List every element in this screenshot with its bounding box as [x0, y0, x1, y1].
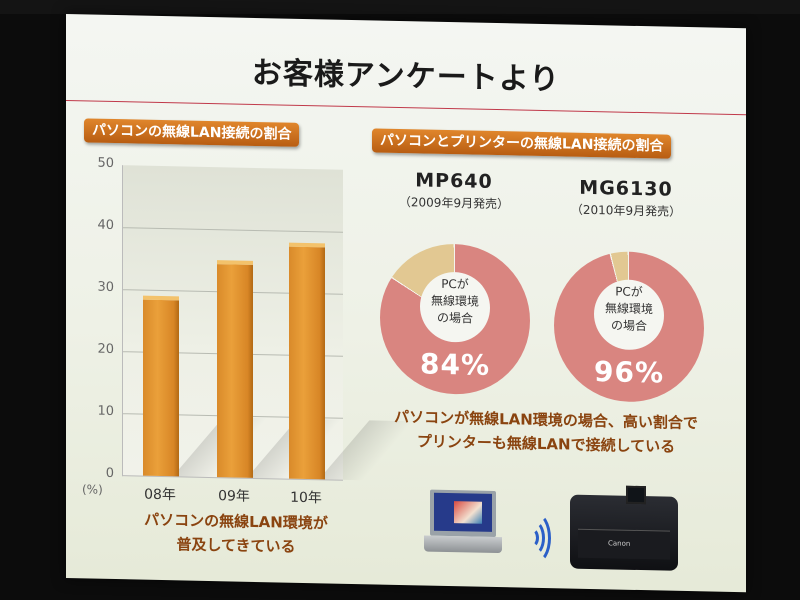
x-label-10: 10年 [290, 489, 322, 507]
donut-chart-mp640: PCが 無線環境 の場合 84% [380, 242, 530, 396]
y-axis-unit: (%) [82, 482, 103, 497]
y-tick-10: 10 [97, 403, 114, 420]
donut-percentage: 84% [419, 347, 491, 382]
donut-section-title-badge: パソコンとプリンターの無線LAN接続の割合 [372, 128, 672, 159]
room-background [0, 0, 800, 14]
donut-center-label: PCが 無線環境 の場合 [594, 279, 664, 351]
y-tick-0: 0 [105, 465, 114, 482]
y-tick-40: 40 [97, 217, 114, 234]
laptop-icon [424, 489, 502, 557]
donut-center-label: PCが 無線環境 の場合 [420, 271, 490, 343]
wifi-signal-icon [520, 510, 558, 565]
bar-chart-plot-area [122, 165, 414, 481]
bar-chart-caption: パソコンの無線LAN環境が 普及してきている [144, 510, 328, 556]
donut-mg6130-heading: MG6130 （2010年9月発売） [570, 176, 682, 219]
y-tick-30: 30 [97, 279, 114, 296]
x-label-09: 09年 [218, 488, 250, 505]
presentation-slide: お客様アンケートより パソコンの無線LAN接続の割合 50 40 30 20 1… [66, 14, 746, 593]
y-tick-20: 20 [97, 341, 114, 358]
donut-percentage: 96% [593, 355, 665, 390]
x-label-08: 08年 [144, 486, 176, 504]
bar-08 [143, 295, 179, 477]
bar-chart-title-badge: パソコンの無線LAN接続の割合 [84, 118, 300, 147]
gridline [123, 227, 343, 233]
slide-title: お客様アンケートより [251, 55, 561, 98]
donut-mp640-heading: MP640 （2009年9月発売） [398, 169, 510, 212]
printer-icon: Canon [570, 485, 678, 571]
donut-caption: パソコンが無線LAN環境の場合、高い割合で プリンターも無線LANで接続している [394, 407, 698, 456]
y-tick-50: 50 [97, 155, 114, 172]
donut-chart-mg6130: PCが 無線環境 の場合 96% [554, 250, 704, 404]
bar-09 [217, 260, 253, 478]
title-divider [66, 100, 746, 116]
bar-10 [289, 242, 325, 480]
